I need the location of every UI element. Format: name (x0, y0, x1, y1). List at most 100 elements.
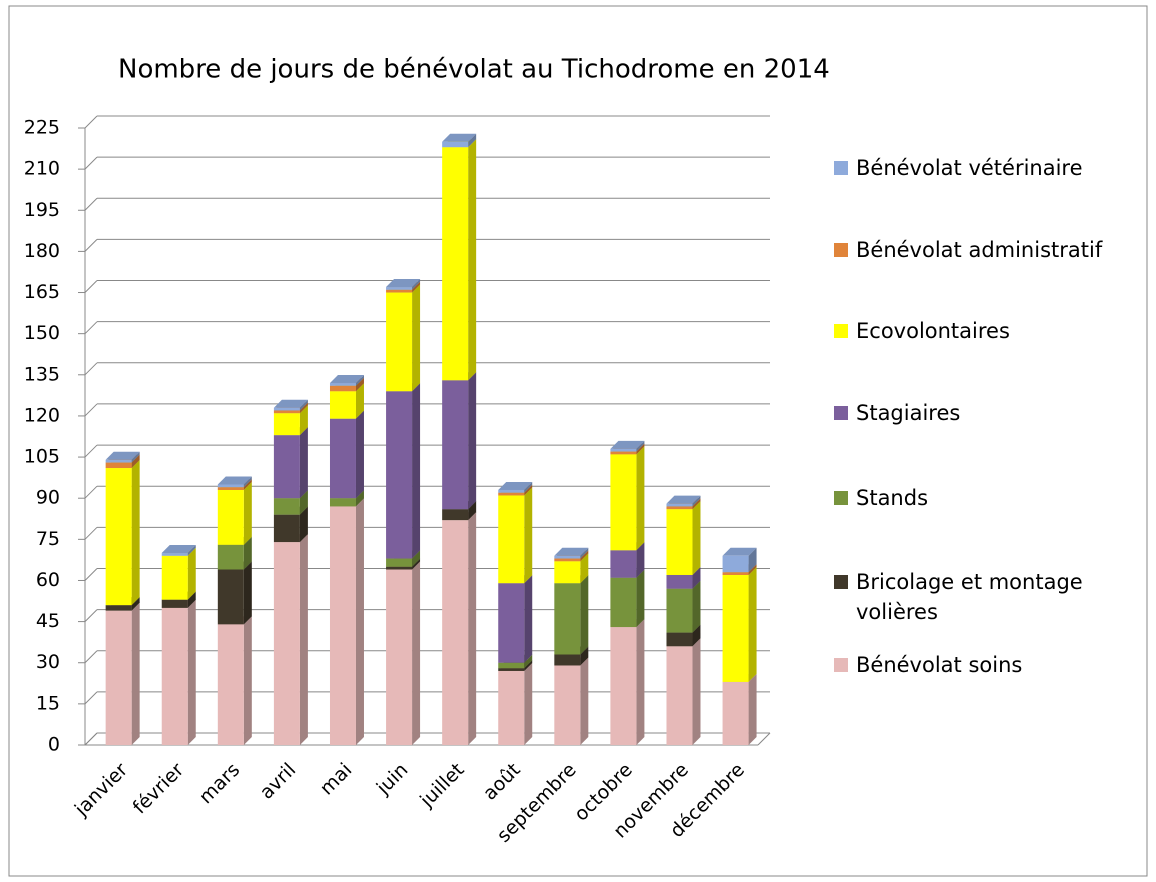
bar-top (554, 547, 589, 556)
bar-side (524, 662, 533, 745)
y-tick-label: 90 (36, 487, 60, 509)
bar-side (636, 443, 645, 455)
left-wall-line (84, 197, 98, 211)
bar (217, 487, 244, 490)
bar-side (299, 534, 308, 745)
bar (161, 553, 188, 556)
bar-side (187, 547, 196, 600)
bar-side (692, 566, 701, 589)
bar-top (666, 495, 701, 504)
bar-side (748, 547, 757, 573)
floor-edge (757, 732, 771, 746)
bar (610, 577, 637, 628)
legend-swatch (834, 243, 848, 257)
legend-swatch (834, 491, 848, 505)
bar (386, 569, 413, 745)
bar-side (412, 561, 421, 745)
left-wall-line (84, 609, 98, 622)
bar (666, 509, 693, 575)
legend-label: Stands (856, 486, 929, 510)
bar (498, 492, 525, 496)
bar-side (243, 616, 252, 745)
left-wall-line (84, 691, 98, 705)
bar-side (299, 427, 308, 499)
left-wall-line (84, 732, 98, 746)
bar-side (299, 490, 308, 515)
bar (666, 503, 693, 507)
y-tick-label: 30 (36, 651, 60, 673)
bar-side (692, 580, 701, 633)
legend-label: Bénévolat vétérinaire (856, 156, 1083, 180)
bar (161, 599, 188, 608)
legend-entry: Bénévolat administratif (834, 235, 1144, 265)
bar-side (580, 575, 589, 655)
legend-label: Bricolage et montage volières (856, 570, 1083, 624)
bar (273, 498, 300, 515)
bar-side (580, 553, 589, 584)
bar-side (355, 375, 364, 386)
legend-entry: Stagiaires (834, 398, 1144, 428)
bar-side (524, 654, 533, 669)
bar-side (636, 446, 645, 551)
y-tick-label: 75 (36, 528, 60, 550)
legend-swatch (834, 324, 848, 338)
bar-side (412, 281, 421, 293)
bar-top (610, 440, 645, 449)
bar (610, 627, 637, 745)
y-tick-label: 225 (24, 117, 60, 139)
left-wall-line (84, 403, 98, 417)
bar-side (468, 501, 477, 521)
bar (554, 583, 581, 655)
left-wall-line (84, 239, 98, 252)
bar (161, 555, 188, 600)
bar-side (468, 133, 477, 148)
bar-side (692, 495, 701, 507)
bar-side (243, 481, 252, 545)
bar-top (386, 279, 421, 288)
bar (610, 448, 637, 452)
bar-side (355, 383, 364, 419)
left-wall-line (84, 156, 98, 170)
bar-side (580, 550, 589, 562)
bar (217, 489, 244, 545)
bar-side (636, 440, 645, 452)
legend-label: Stagiaires (856, 401, 961, 425)
bar (498, 495, 525, 584)
bar-side (412, 550, 421, 567)
legend-swatch (834, 575, 848, 589)
bar (161, 607, 188, 745)
y-tick-label: 180 (24, 240, 60, 262)
left-wall-line (84, 444, 98, 458)
bar (105, 459, 132, 463)
bar-side (243, 476, 252, 488)
bar-side (187, 599, 196, 745)
bar (610, 451, 637, 455)
bar-side (299, 402, 308, 414)
bar (666, 632, 693, 647)
bar (273, 435, 300, 499)
bar (105, 605, 132, 611)
legend-entry: Bricolage et montage volières (834, 567, 1144, 627)
bar-top (442, 133, 477, 142)
bar-side (748, 564, 757, 575)
y-tick-label: 165 (24, 281, 60, 303)
y-tick-label: 210 (24, 158, 60, 180)
bar (386, 558, 413, 567)
bar-side (355, 498, 364, 745)
bar (273, 410, 300, 414)
bar-top (217, 476, 252, 485)
bar (217, 624, 244, 745)
bar-side (131, 597, 140, 611)
bar-side (131, 451, 140, 463)
bar (498, 583, 525, 663)
bar-top (722, 547, 757, 556)
y-tick-label: 150 (24, 322, 60, 344)
bar (329, 391, 356, 419)
bar-side (299, 399, 308, 411)
bar (666, 574, 693, 589)
bar-side (524, 484, 533, 496)
bar (442, 520, 469, 745)
bar-side (412, 284, 421, 392)
legend-entry: Bénévolat soins (834, 650, 1144, 680)
